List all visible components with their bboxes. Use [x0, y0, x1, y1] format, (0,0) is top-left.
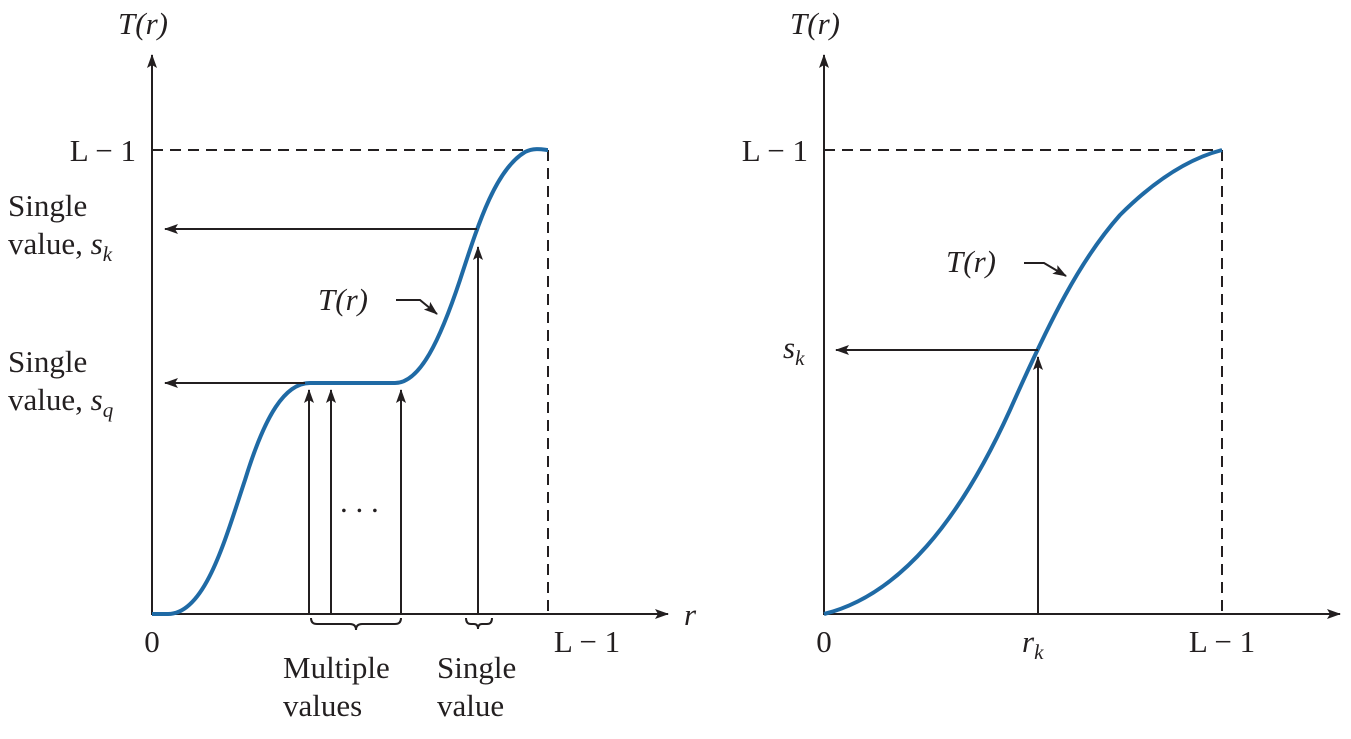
- single-value-line1: Single: [437, 650, 516, 685]
- right-x-max-label: L − 1: [1189, 624, 1255, 659]
- right-y-axis-label: T(r): [790, 6, 840, 41]
- left-x-origin-label: 0: [144, 624, 160, 659]
- left-y-max-label: L − 1: [70, 133, 136, 168]
- multiple-values-line1: Multiple: [283, 650, 390, 685]
- right-transform-curve: [823, 148, 1223, 616]
- left-transform-curve: [152, 147, 549, 616]
- right-curve-label: T(r): [946, 244, 996, 279]
- left-panel: T(r) r L − 1 Single value, sk Single val…: [8, 6, 697, 723]
- multiple-values-brace: [310, 617, 402, 631]
- right-y-max-label: L − 1: [742, 133, 808, 168]
- sq-label-line2: value, sq: [8, 382, 114, 422]
- rk-label: rk: [1022, 624, 1044, 664]
- left-curve-label: T(r): [318, 282, 368, 317]
- right-x-origin-label: 0: [816, 624, 832, 659]
- sk-label-line2: value, sk: [8, 226, 113, 266]
- right-curve-label-pointer: [1024, 262, 1067, 277]
- left-x-max-label: L − 1: [554, 624, 620, 659]
- left-y-axis-label: T(r): [118, 6, 168, 41]
- single-value-line2: value: [437, 688, 504, 723]
- right-panel: T(r) L − 1 sk T(r) 0 rk L − 1: [742, 6, 1341, 664]
- left-x-axis-label: r: [684, 597, 697, 632]
- single-value-brace: [465, 617, 493, 630]
- ellipsis: . . .: [340, 484, 379, 519]
- sq-label-line1: Single: [8, 344, 87, 379]
- right-sk-label: sk: [783, 330, 805, 370]
- sk-label-line1: Single: [8, 188, 87, 223]
- multiple-values-line2: values: [283, 688, 362, 723]
- curve-label-pointer: [396, 299, 438, 315]
